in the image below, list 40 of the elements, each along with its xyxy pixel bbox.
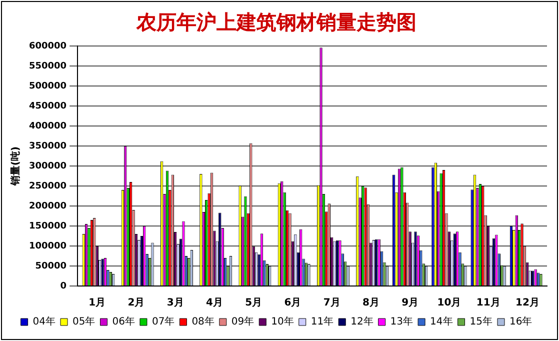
chart-title: 农历年沪上建筑钢材销量走势图: [136, 10, 416, 34]
legend-label: 07年: [152, 316, 175, 328]
x-tick-label: 9月: [402, 298, 419, 309]
y-tick-label: 300000: [28, 161, 67, 172]
y-tick-label: 450000: [28, 101, 67, 112]
x-tick-label: 11月: [476, 298, 500, 309]
legend-label: 15年: [470, 316, 492, 328]
y-tick-label: 600000: [28, 41, 67, 52]
legend-label: 12年: [350, 316, 374, 328]
y-tick-label: 150000: [28, 221, 67, 232]
legend-label: 11年: [310, 316, 334, 328]
y-tick-label: 500000: [28, 81, 67, 92]
x-tick-label: 4月: [206, 298, 223, 309]
legend-label: 16年: [509, 316, 532, 328]
y-tick-label: 50000: [35, 261, 67, 272]
legend-label: 13年: [390, 316, 414, 328]
x-tick-label: 12月: [515, 298, 540, 309]
legend-label: 04年: [32, 316, 56, 328]
y-tick-label: 0: [60, 281, 67, 292]
legend-label: 10年: [271, 316, 294, 328]
x-tick-label: 6月: [284, 298, 302, 309]
y-tick-label: 350000: [28, 141, 67, 152]
legend-label: 08年: [192, 316, 214, 328]
y-tick-label: 250000: [28, 181, 67, 192]
legend-label: 09年: [231, 316, 254, 328]
y-tick-label: 200000: [28, 201, 67, 212]
x-tick-label: 2月: [128, 298, 145, 309]
legend-label: 14年: [430, 316, 453, 328]
legend-label: 06年: [112, 316, 135, 328]
y-tick-label: 100000: [28, 241, 67, 252]
x-tick-label: 5月: [245, 298, 262, 309]
x-tick-label: 10月: [437, 298, 462, 309]
x-tick-label: 1月: [88, 298, 106, 309]
y-tick-label: 400000: [28, 121, 67, 132]
legend-label: 05年: [72, 316, 96, 328]
y-tick-label: 550000: [28, 61, 67, 72]
x-tick-label: 3月: [166, 298, 184, 309]
y-axis-title: 销量(吨): [10, 146, 22, 187]
x-tick-label: 7月: [323, 298, 340, 309]
x-tick-label: 8月: [362, 298, 380, 309]
